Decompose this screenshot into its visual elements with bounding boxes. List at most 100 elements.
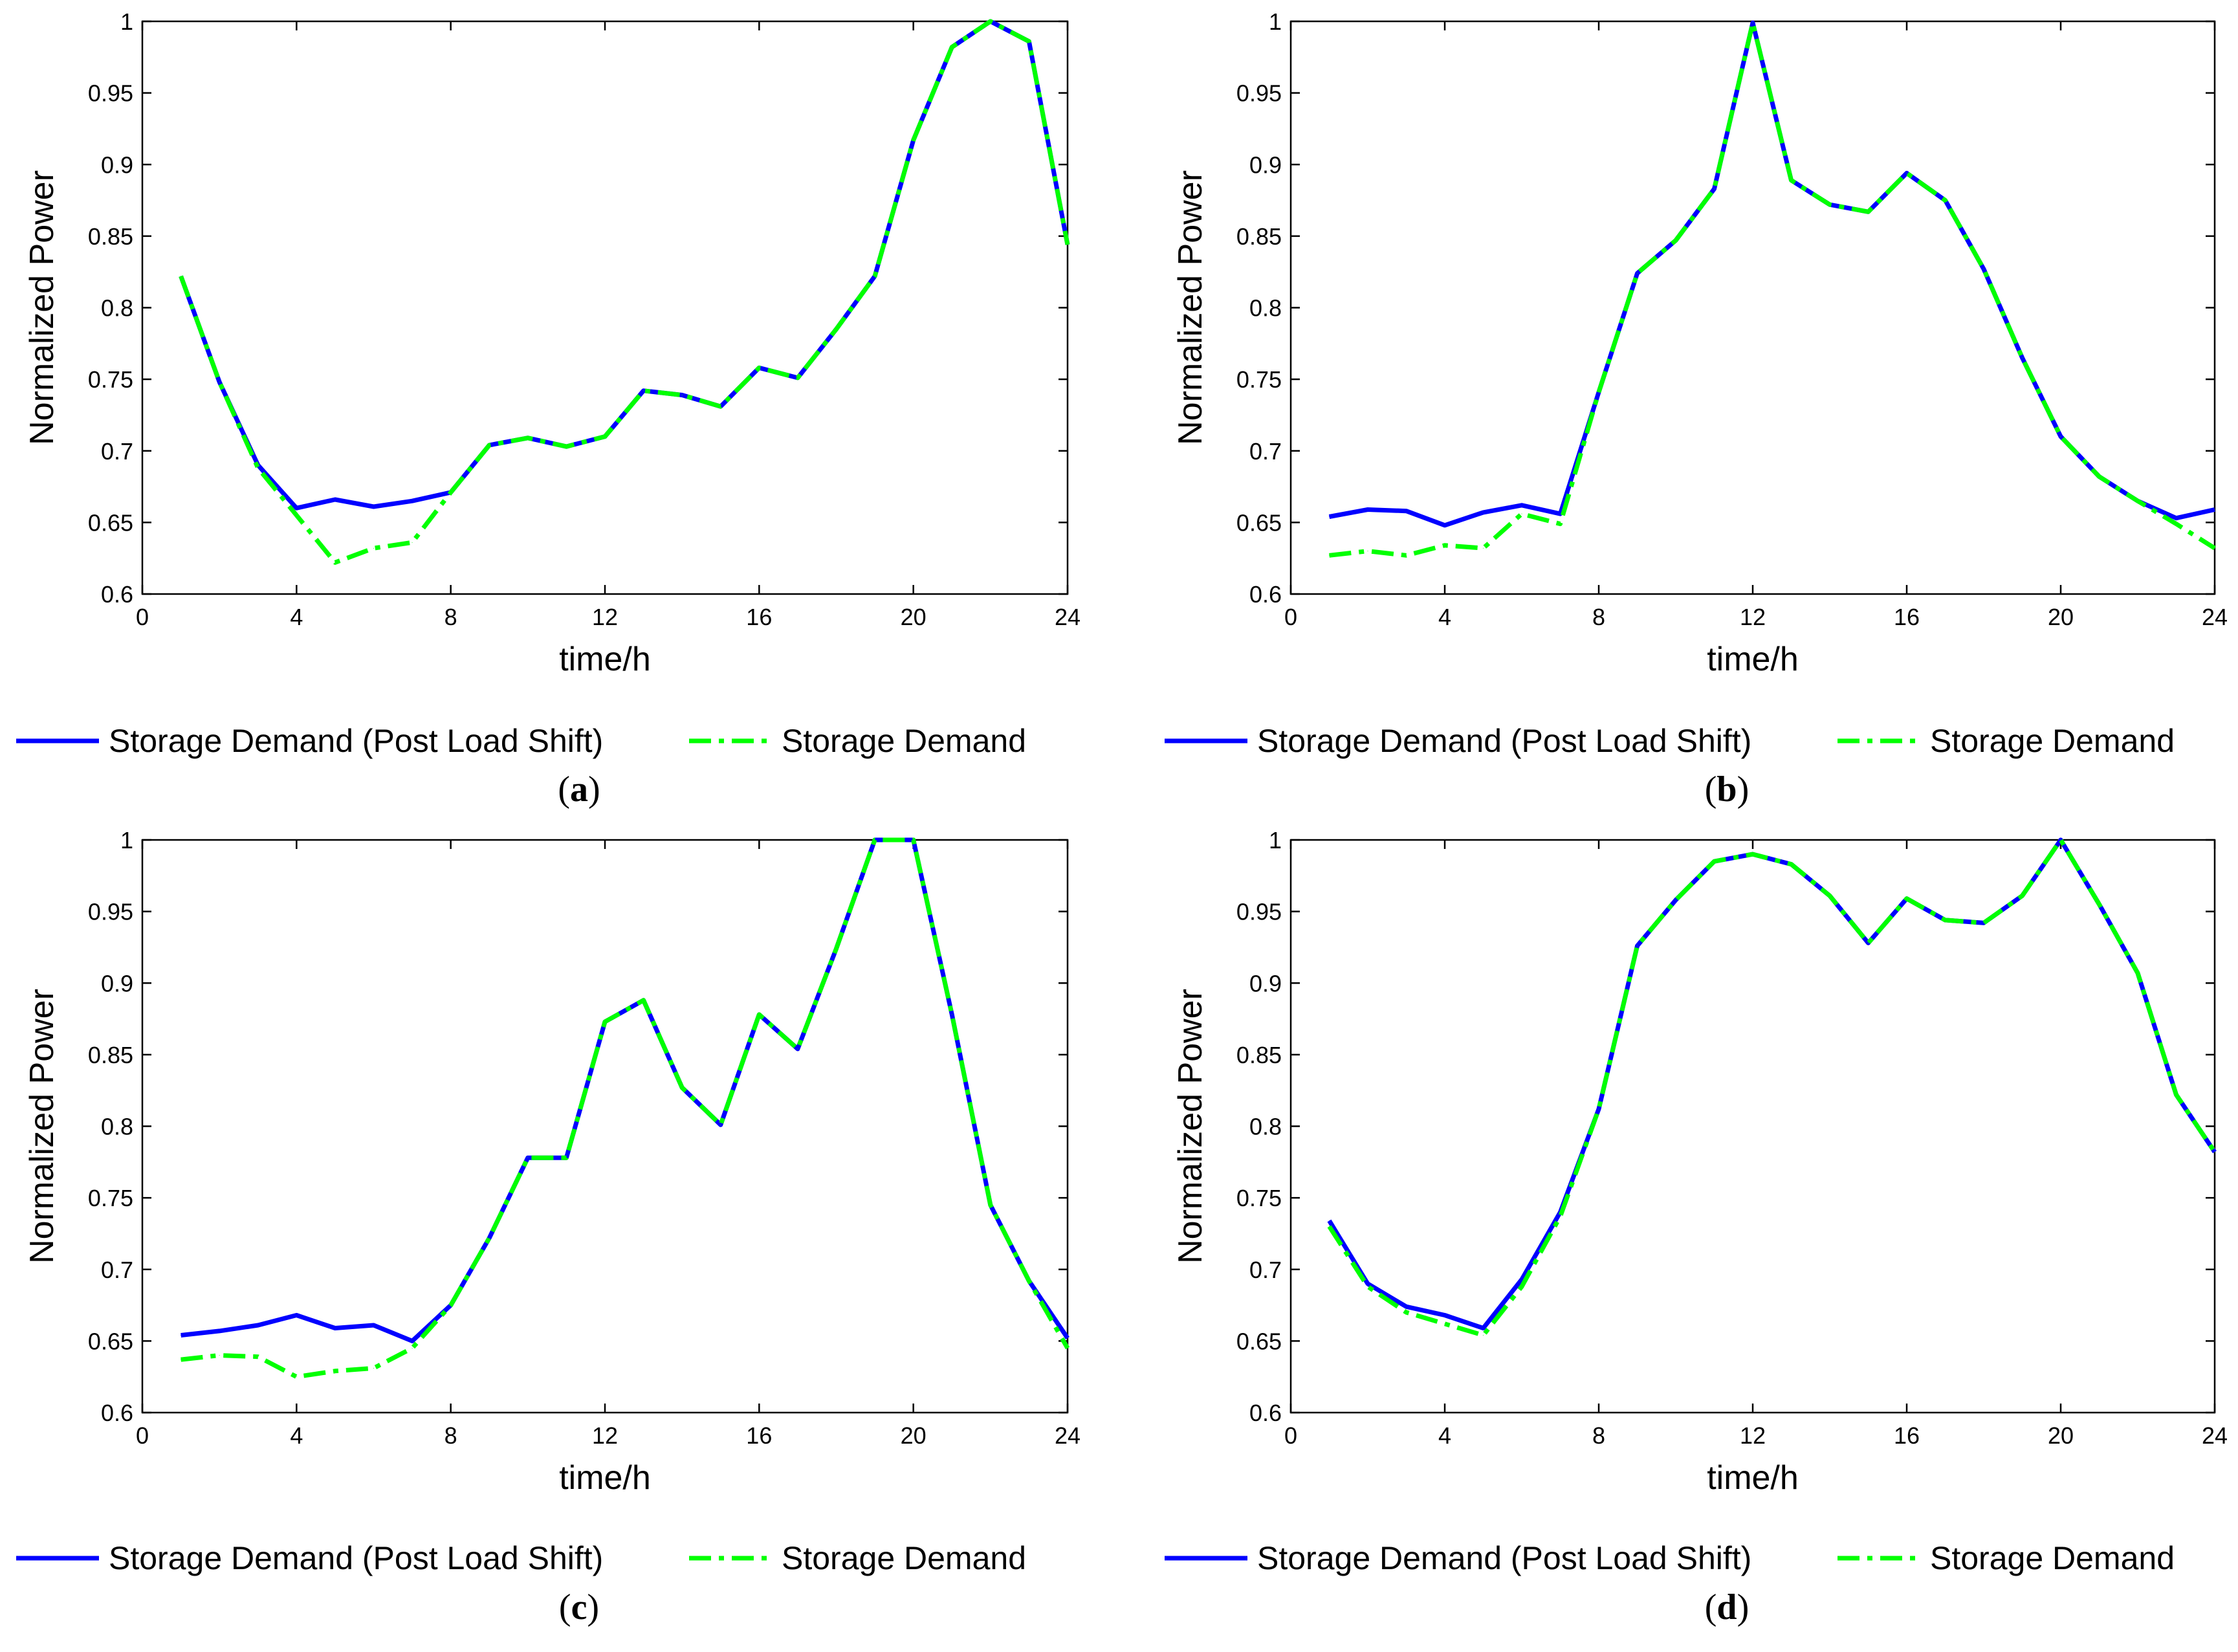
- panel-label-open: (: [558, 769, 570, 809]
- y-tick-label: 0.95: [88, 899, 133, 925]
- y-tick-label: 0.9: [101, 151, 133, 178]
- x-tick-label: 12: [1740, 1422, 1766, 1449]
- data-point-storage-demand: [990, 1204, 991, 1206]
- legend-label-storage-demand: Storage Demand: [1930, 1540, 2175, 1576]
- data-point-storage-demand: [1945, 200, 1946, 201]
- data-point-post-load-shift: [1406, 1306, 1407, 1307]
- y-tick-label: 0.8: [1249, 1114, 1282, 1140]
- panel-label-letter: b: [1717, 769, 1737, 809]
- data-point-storage-demand: [450, 1305, 452, 1306]
- x-tick-label: 0: [136, 1422, 149, 1449]
- data-point-storage-demand: [2176, 1094, 2177, 1096]
- x-tick-label: 24: [1055, 1422, 1081, 1449]
- plot-frame: [141, 839, 1069, 1414]
- plot-frame: [1289, 839, 2216, 1414]
- panel-d: 0 4 8 12 16 20 24 0.6 0.65 0.7 0.75 0.8 0.85 0.9 0.95 1…: [1165, 827, 2228, 1627]
- data-point-post-load-shift: [219, 1330, 220, 1332]
- y-tick-label: 0.7: [101, 438, 133, 465]
- y-tick-label: 0.8: [101, 295, 133, 322]
- x-tick-label: 4: [1438, 1422, 1451, 1449]
- x-tick-label: 16: [746, 1422, 772, 1449]
- y-tick-label: 0.65: [1236, 509, 1282, 536]
- data-point-storage-demand: [1637, 272, 1638, 274]
- y-tick-label: 0.75: [1236, 366, 1282, 393]
- y-tick-label: 0.6: [101, 581, 133, 608]
- panel-label: (d): [1705, 1587, 1749, 1627]
- y-tick-label: 0.85: [1236, 223, 1282, 250]
- data-point-storage-demand: [1714, 861, 1715, 862]
- data-point-storage-demand: [990, 21, 991, 22]
- data-point-storage-demand: [1560, 1216, 1561, 1217]
- panel-label-open: (: [1705, 769, 1717, 809]
- data-point-storage-demand: [913, 839, 914, 841]
- x-tick-label: 24: [1055, 604, 1081, 630]
- x-axis-label: time/h: [559, 1459, 651, 1497]
- data-point-storage-demand: [1406, 1312, 1407, 1313]
- panel-label: (c): [559, 1587, 599, 1627]
- legend-label-storage-demand: Storage Demand: [782, 1540, 1026, 1576]
- x-tick-label: 8: [444, 604, 457, 630]
- data-point-storage-demand: [565, 446, 567, 447]
- panel-label-open: (: [559, 1587, 571, 1627]
- y-tick-label: 1: [120, 8, 133, 35]
- panel-label: (b): [1705, 769, 1749, 809]
- y-tick-label: 0.75: [1236, 1185, 1282, 1211]
- legend: Storage Demand (Post Load Shift) Storage …: [16, 723, 1026, 759]
- panel-label-letter: c: [571, 1587, 587, 1627]
- y-tick-label: 1: [120, 827, 133, 854]
- data-point-storage-demand: [488, 1237, 490, 1239]
- y-axis-label: Normalized Power: [1172, 170, 1209, 445]
- x-tick-label: 24: [2202, 604, 2228, 630]
- data-point-storage-demand: [604, 436, 606, 437]
- y-tick-label: 0.75: [88, 366, 133, 393]
- x-tick-label: 20: [2048, 604, 2074, 630]
- x-tick-label: 0: [1284, 604, 1297, 630]
- panel-label-letter: a: [570, 769, 588, 809]
- y-tick-label: 0.9: [1249, 151, 1282, 178]
- x-tick-label: 20: [901, 1422, 927, 1449]
- data-point-post-load-shift: [296, 1315, 297, 1316]
- x-tick-label: 8: [1592, 604, 1605, 630]
- x-tick-label: 12: [1740, 604, 1766, 630]
- panel-label-close: ): [587, 1587, 599, 1627]
- data-point-storage-demand: [643, 390, 644, 391]
- y-tick-label: 0.8: [1249, 295, 1282, 322]
- legend: Storage Demand (Post Load Shift) Storage …: [16, 1540, 1026, 1576]
- data-point-storage-demand: [1329, 555, 1330, 556]
- data-point-storage-demand: [296, 514, 297, 516]
- legend-label-storage-demand: Storage Demand: [1930, 723, 2175, 759]
- data-point-storage-demand: [604, 1021, 606, 1022]
- y-tick-label: 0.75: [88, 1185, 133, 1211]
- x-tick-label: 4: [290, 604, 303, 630]
- data-point-storage-demand: [2176, 523, 2177, 525]
- data-point-storage-demand: [1714, 188, 1715, 190]
- series-line-post-load-shift: [181, 837, 1070, 1343]
- x-tick-label: 12: [592, 604, 618, 630]
- y-tick-label: 1: [1269, 827, 1282, 854]
- data-point-storage-demand: [1483, 1335, 1484, 1336]
- y-tick-label: 0.6: [101, 1400, 133, 1426]
- panel-label-close: ): [1737, 1587, 1750, 1627]
- x-tick-label: 16: [746, 604, 772, 630]
- data-point-storage-demand: [296, 1376, 297, 1378]
- data-point-storage-demand: [1791, 180, 1792, 181]
- data-point-post-load-shift: [373, 1325, 374, 1326]
- series-line-storage-demand: [1329, 20, 2216, 558]
- x-tick-label: 12: [592, 1422, 618, 1449]
- data-point-storage-demand: [1329, 1226, 1330, 1227]
- data-point-post-load-shift: [296, 507, 297, 509]
- data-point-storage-demand: [411, 1347, 413, 1349]
- x-axis-label: time/h: [1707, 641, 1799, 678]
- data-point-storage-demand: [1483, 547, 1484, 549]
- x-axis-label: time/h: [1707, 1459, 1799, 1497]
- data-point-storage-demand: [797, 377, 798, 379]
- y-tick-label: 0.85: [88, 1042, 133, 1068]
- series-line-storage-demand: [179, 19, 1070, 565]
- panel-b: 0 4 8 12 16 20 24 0.6 0.65 0.7 0.75 0.8 0.85 0.9 0.95 1…: [1165, 8, 2228, 809]
- y-tick-label: 0.95: [88, 80, 133, 107]
- y-tick-label: 0.95: [1236, 80, 1282, 107]
- y-tick-label: 1: [1269, 8, 1282, 35]
- data-point-post-load-shift: [1329, 516, 1330, 518]
- data-point-storage-demand: [2022, 357, 2023, 358]
- series-line-post-load-shift: [1327, 837, 2217, 1330]
